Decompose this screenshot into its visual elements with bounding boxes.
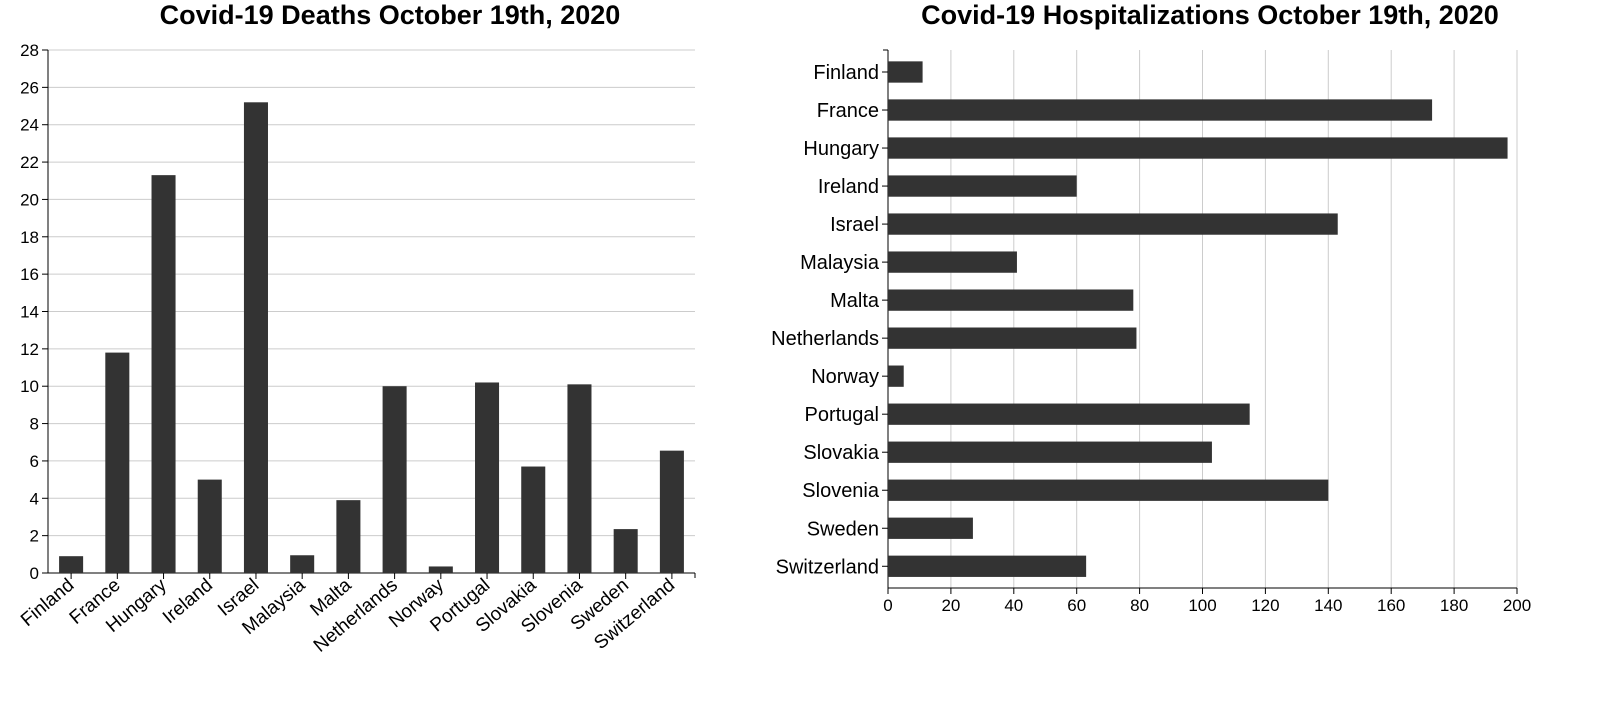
bar-switzerland [659, 450, 684, 573]
y-tick-label: 20 [20, 190, 39, 209]
x-tick-label: 0 [883, 596, 892, 615]
y-tick-label-malta: Malta [830, 290, 880, 312]
bar-norway [428, 566, 453, 573]
bar-portugal [475, 382, 500, 573]
y-tick-label: 8 [30, 415, 39, 434]
y-tick-label: 12 [20, 340, 39, 359]
bar-france [888, 99, 1433, 121]
deaths-chart-title: Covid-19 Deaths October 19th, 2020 [159, 0, 621, 30]
bar-finland [888, 61, 923, 83]
bar-slovakia [521, 466, 546, 573]
x-tick-label: 140 [1314, 596, 1342, 615]
y-tick-label: 6 [30, 452, 39, 471]
x-tick-label: 60 [1067, 596, 1086, 615]
y-tick-label: 24 [20, 116, 39, 135]
y-tick-label: 4 [30, 489, 39, 508]
bar-sweden [888, 517, 973, 539]
bar-hungary [151, 175, 176, 573]
y-tick-label: 28 [20, 41, 39, 60]
y-tick-label-ireland: Ireland [818, 176, 879, 198]
x-tick-label: 200 [1503, 596, 1531, 615]
bar-portugal [888, 403, 1250, 425]
hospitalizations-chart-title: Covid-19 Hospitalizations October 19th, … [921, 0, 1499, 30]
bar-finland [59, 556, 84, 573]
bar-ireland [197, 479, 222, 573]
bar-malta [888, 289, 1134, 311]
x-tick-label: 180 [1440, 596, 1468, 615]
bar-switzerland [888, 555, 1087, 577]
y-tick-label-portugal: Portugal [805, 404, 880, 426]
y-tick-label-netherlands: Netherlands [771, 328, 879, 350]
y-tick-label-slovakia: Slovakia [803, 442, 879, 464]
bar-france [105, 352, 130, 573]
y-tick-label-france: France [817, 100, 879, 122]
y-tick-label-finland: Finland [813, 62, 879, 84]
deaths-bar-chart: 0246810121416182022242628FinlandFranceHu… [17, 41, 696, 657]
bar-slovakia [888, 441, 1212, 463]
bar-netherlands [382, 386, 407, 573]
y-tick-label-switzerland: Switzerland [776, 556, 879, 578]
x-tick-label: 100 [1188, 596, 1216, 615]
hospitalizations-bar-chart: 0 20 40 60 80 100 120 140 160 180 200 Finland France… [771, 49, 1531, 615]
y-tick-label: 0 [30, 564, 39, 583]
y-tick-label-hungary: Hungary [803, 138, 879, 160]
y-tick-label-slovenia: Slovenia [802, 480, 880, 502]
y-tick-label-norway: Norway [811, 366, 879, 388]
y-tick-label-malaysia: Malaysia [800, 252, 880, 274]
y-tick-label: 18 [20, 228, 39, 247]
bar-israel [888, 213, 1338, 235]
y-tick-label-israel: Israel [830, 214, 879, 236]
bar-ireland [888, 175, 1077, 197]
bar-slovenia [567, 384, 592, 573]
bar-netherlands [888, 327, 1137, 349]
bar-malaysia [290, 555, 315, 573]
y-tick-label: 16 [20, 265, 39, 284]
bar-hungary [888, 137, 1508, 159]
y-tick-label-sweden: Sweden [807, 518, 879, 540]
x-tick-label-finland: Finland [17, 575, 78, 631]
x-tick-label: 120 [1251, 596, 1279, 615]
y-tick-label: 2 [30, 527, 39, 546]
x-tick-label: 20 [941, 596, 960, 615]
x-tick-label: 160 [1377, 596, 1405, 615]
bar-sweden [613, 529, 638, 573]
y-tick-label: 14 [20, 303, 39, 322]
y-tick-label: 26 [20, 78, 39, 97]
bar-malta [336, 500, 361, 573]
x-tick-label-ireland: Ireland [159, 575, 217, 628]
x-tick-label: 80 [1130, 596, 1149, 615]
x-tick-label: 40 [1004, 596, 1023, 615]
bar-israel [243, 102, 268, 574]
y-tick-label: 22 [20, 153, 39, 172]
bar-malaysia [888, 251, 1017, 273]
y-tick-label: 10 [20, 377, 39, 396]
bar-slovenia [888, 479, 1329, 501]
bar-norway [888, 365, 904, 387]
